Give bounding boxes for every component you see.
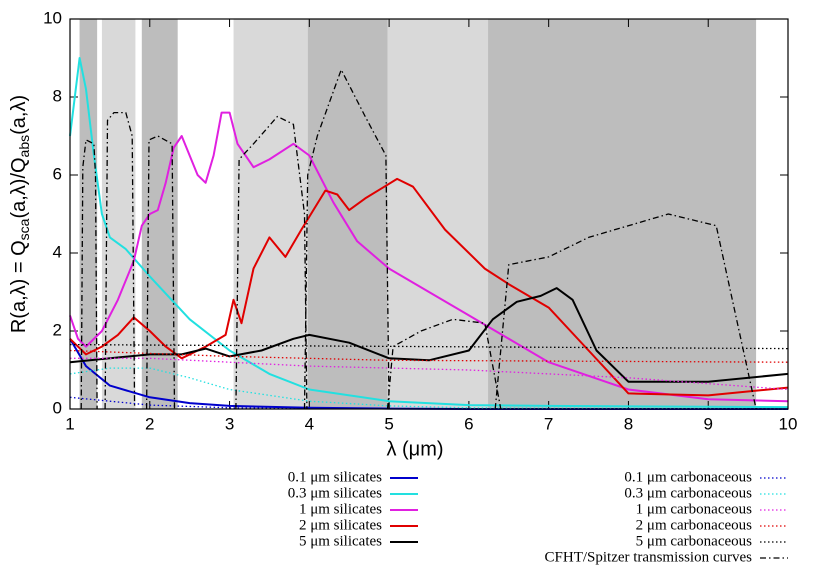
x-tick-label: 1 xyxy=(65,414,74,433)
y-tick-label: 2 xyxy=(53,320,62,339)
filter-band xyxy=(387,19,489,409)
filter-band xyxy=(141,19,178,409)
series-line xyxy=(69,177,789,397)
x-tick-label: 6 xyxy=(464,414,473,433)
y-label-part: R(a,λ) = Q xyxy=(8,240,30,333)
filter-band xyxy=(79,19,98,409)
y-label-part: (a,λ) xyxy=(8,95,30,135)
filter-band xyxy=(101,19,136,409)
legend-label: 0.1 μm carbonaceous xyxy=(624,469,752,485)
series-line xyxy=(69,57,789,409)
y-tick-label: 10 xyxy=(43,8,62,27)
x-tick-label: 2 xyxy=(145,414,154,433)
x-axis-label: λ (μm) xyxy=(386,438,443,460)
x-tick-label: 10 xyxy=(779,414,798,433)
y-label-part: (a,λ)/Q xyxy=(8,157,30,218)
x-tick-label: 8 xyxy=(624,414,633,433)
y-tick-label: 8 xyxy=(53,86,62,105)
x-tick-label: 3 xyxy=(225,414,234,433)
y-tick-label: 0 xyxy=(53,398,62,417)
legend-label: 5 μm carbonaceous xyxy=(636,533,752,549)
series-line xyxy=(80,69,757,410)
y-label-part: abs xyxy=(16,135,32,158)
series-line xyxy=(69,396,789,410)
legend-label: 1 μm silicates xyxy=(299,501,382,517)
legend-label: 2 μm carbonaceous xyxy=(636,517,752,533)
filter-band xyxy=(307,19,388,409)
y-label-part: sca xyxy=(16,218,32,240)
y-tick-label: 4 xyxy=(53,242,62,261)
y-tick-label: 6 xyxy=(53,164,62,183)
series-line xyxy=(69,111,789,403)
y-axis-label: R(a,λ) = Qsca(a,λ)/Qabs(a,λ) xyxy=(8,95,31,333)
legend-label: 0.3 μm carbonaceous xyxy=(624,485,752,501)
x-tick-label: 9 xyxy=(703,414,712,433)
legend-label: 0.3 μm silicates xyxy=(288,485,382,501)
series-line xyxy=(69,287,789,383)
legend-label: 5 μm silicates xyxy=(299,533,382,549)
filter-band xyxy=(233,19,308,409)
plot-frame xyxy=(69,18,789,410)
x-tick-label: 7 xyxy=(544,414,553,433)
legend-label: 1 μm carbonaceous xyxy=(636,501,752,517)
legend-label: 2 μm silicates xyxy=(299,517,382,533)
x-tick-label: 4 xyxy=(305,414,314,433)
legend-label: CFHT/Spitzer transmission curves xyxy=(545,549,753,565)
series-line xyxy=(69,367,789,410)
filter-band xyxy=(488,19,757,409)
x-tick-label: 5 xyxy=(384,414,393,433)
legend-label: 0.1 μm silicates xyxy=(288,469,382,485)
